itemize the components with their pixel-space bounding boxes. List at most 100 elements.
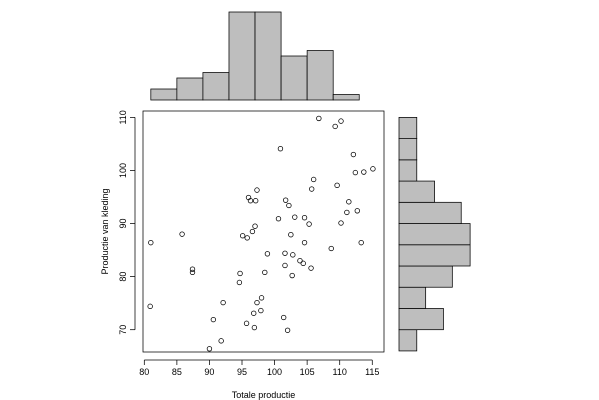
data-point xyxy=(306,221,312,227)
right-histogram-bar xyxy=(398,329,418,352)
data-point xyxy=(189,269,196,276)
data-point xyxy=(290,252,296,258)
data-point xyxy=(288,232,294,238)
data-point xyxy=(253,198,259,204)
data-point xyxy=(310,176,317,183)
data-point xyxy=(284,327,291,333)
data-point xyxy=(148,239,154,246)
data-point xyxy=(264,251,271,257)
right-histogram-bar xyxy=(398,223,471,246)
data-point xyxy=(338,220,344,226)
data-point xyxy=(332,123,338,130)
y-tick-label: 100 xyxy=(118,163,128,178)
right-histogram-bar xyxy=(398,308,444,331)
data-point xyxy=(254,299,260,306)
right-histogram-bar xyxy=(398,159,418,182)
right-histogram-bar xyxy=(398,244,471,267)
data-point xyxy=(275,216,282,222)
data-point xyxy=(281,314,287,321)
x-tick-label: 95 xyxy=(237,367,247,377)
data-point xyxy=(218,338,224,344)
data-point xyxy=(309,186,315,192)
right-histogram-bar xyxy=(398,265,453,288)
data-point xyxy=(301,239,308,246)
x-tick-label: 80 xyxy=(139,367,149,377)
x-tick-label: 100 xyxy=(267,367,282,377)
data-point xyxy=(210,316,217,323)
data-point xyxy=(243,320,250,327)
y-tick-label: 110 xyxy=(118,110,128,124)
data-point xyxy=(292,214,298,220)
top-histogram xyxy=(150,11,360,101)
data-point xyxy=(282,262,288,269)
x-axis-title: Totale productie xyxy=(232,390,296,400)
data-point xyxy=(316,115,322,122)
data-point xyxy=(244,235,250,241)
data-point xyxy=(350,151,357,158)
top-histogram-bar xyxy=(254,11,282,101)
data-point xyxy=(308,265,314,271)
data-point xyxy=(258,307,264,314)
x-axis: 80 85 90 95 100 105 110 115 xyxy=(139,359,379,377)
x-tick-label: 90 xyxy=(204,367,214,377)
right-histogram xyxy=(398,116,471,352)
data-point xyxy=(220,299,226,306)
data-point xyxy=(206,346,213,352)
data-point xyxy=(236,279,243,286)
data-point xyxy=(179,231,185,237)
scatter-points xyxy=(147,115,376,352)
x-tick-label: 115 xyxy=(365,367,379,377)
top-histogram-bar xyxy=(150,88,178,101)
data-point xyxy=(239,233,246,239)
data-point xyxy=(277,146,284,152)
scatter-plot-frame xyxy=(142,110,385,353)
data-point xyxy=(282,250,288,256)
right-histogram-bar xyxy=(398,180,435,203)
data-point xyxy=(247,198,254,204)
x-tick-label: 105 xyxy=(300,367,315,377)
data-point xyxy=(286,202,292,209)
top-histogram-bar xyxy=(306,50,334,101)
right-histogram-bar xyxy=(398,138,418,161)
x-tick-label: 85 xyxy=(172,367,182,377)
data-point xyxy=(301,215,308,221)
data-point xyxy=(370,166,376,172)
y-tick-label: 80 xyxy=(118,272,128,282)
top-histogram-bar xyxy=(202,72,230,101)
right-histogram-bar xyxy=(398,116,418,139)
data-point xyxy=(344,209,350,216)
top-histogram-bar xyxy=(332,94,360,101)
right-histogram-bar xyxy=(398,286,427,309)
data-point xyxy=(297,258,303,264)
data-point xyxy=(328,245,334,252)
data-point xyxy=(251,324,258,331)
data-point xyxy=(352,169,359,176)
data-point xyxy=(237,270,243,277)
data-point xyxy=(254,187,260,193)
data-point xyxy=(289,272,295,279)
data-point xyxy=(346,199,352,205)
right-histogram-bar xyxy=(398,201,462,224)
data-point xyxy=(334,182,340,188)
data-point xyxy=(251,310,257,316)
data-point xyxy=(258,295,265,301)
data-point xyxy=(354,208,360,214)
data-point xyxy=(147,303,153,310)
data-point xyxy=(338,118,344,124)
y-tick-label: 70 xyxy=(118,325,128,335)
data-point xyxy=(262,269,268,276)
data-point xyxy=(300,260,306,267)
y-axis: 70 80 90 100 110 xyxy=(118,110,136,335)
top-histogram-bar xyxy=(176,77,204,101)
data-point xyxy=(361,169,367,175)
x-tick-label: 110 xyxy=(333,367,347,377)
data-point xyxy=(358,239,364,246)
data-point xyxy=(189,266,196,272)
top-histogram-bar xyxy=(280,55,308,101)
data-point xyxy=(282,197,289,203)
y-tick-label: 90 xyxy=(118,219,128,229)
y-axis-title: Productie van kleding xyxy=(100,188,110,274)
data-point xyxy=(249,228,256,235)
data-point xyxy=(252,223,258,229)
